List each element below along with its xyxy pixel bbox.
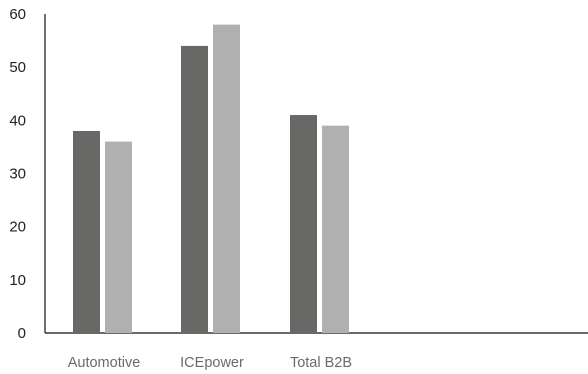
bar-icepower-series-1 <box>181 45 208 334</box>
y-tick-label: 50 <box>9 59 26 76</box>
category-label: ICEpower <box>180 355 244 371</box>
y-tick-label: 10 <box>9 272 26 289</box>
category-label: Automotive <box>68 355 141 371</box>
category-label: Total B2B <box>290 355 352 371</box>
bar-automotive-series-1 <box>73 130 100 333</box>
bar-icepower-series-2 <box>213 24 240 334</box>
bar-total-b2b-series-1 <box>290 115 317 334</box>
bar-total-b2b-series-2 <box>322 125 349 334</box>
y-tick-label: 40 <box>9 112 26 129</box>
y-tick-label: 60 <box>9 6 26 23</box>
y-tick-label: 20 <box>9 219 26 236</box>
y-tick-label: 0 <box>18 325 26 342</box>
bar-automotive-series-2 <box>105 141 132 333</box>
y-tick-label: 30 <box>9 166 26 183</box>
category-labels: Automotive ICEpower Total B2B <box>68 355 352 371</box>
y-tick-labels: 0 10 20 30 40 50 60 <box>9 6 26 342</box>
bars <box>73 24 349 334</box>
